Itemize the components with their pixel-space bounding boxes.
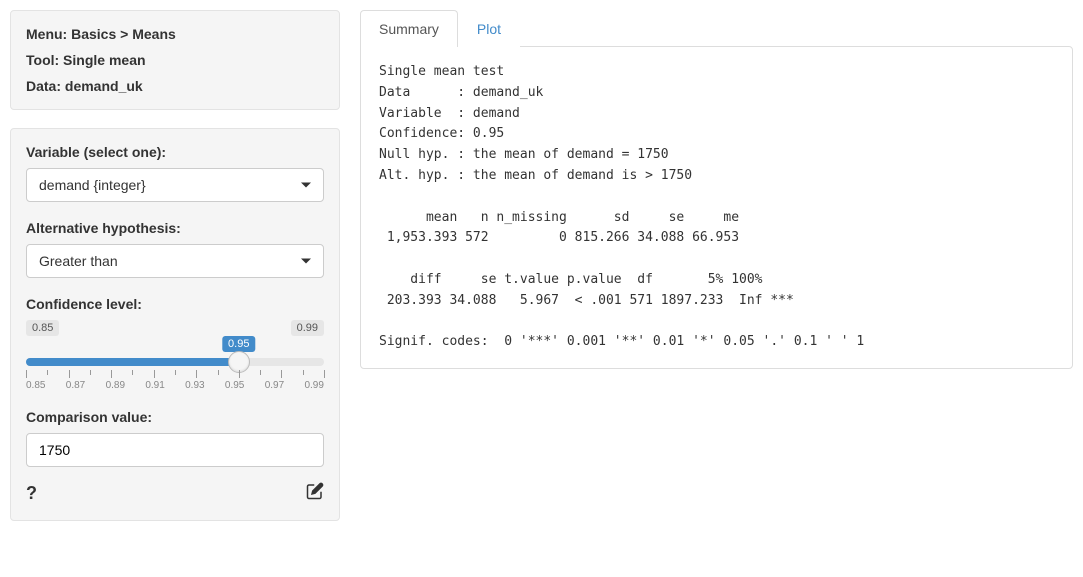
confidence-slider[interactable] xyxy=(26,358,324,366)
alt-hyp-label: Alternative hypothesis: xyxy=(26,220,324,236)
tabs: Summary Plot xyxy=(360,10,1073,47)
menu-path: Menu: Basics > Means xyxy=(26,26,324,42)
data-name-label: Data: demand_uk xyxy=(26,78,324,94)
confidence-label: Confidence level: xyxy=(26,296,324,312)
tab-summary[interactable]: Summary xyxy=(360,10,458,47)
slider-min-badge: 0.85 xyxy=(26,320,59,336)
slider-tick-label: 0.93 xyxy=(185,380,204,391)
slider-tick-labels: 0.85 0.87 0.89 0.91 0.93 0.95 0.97 0.99 xyxy=(26,380,324,391)
controls-panel: Variable (select one): demand {integer} … xyxy=(10,128,340,521)
alt-hyp-select[interactable]: Greater than xyxy=(26,244,324,278)
comparison-label: Comparison value: xyxy=(26,409,324,425)
variable-label: Variable (select one): xyxy=(26,144,324,160)
slider-tick-label: 0.87 xyxy=(66,380,85,391)
output-panel: Single mean test Data : demand_uk Variab… xyxy=(360,46,1073,369)
chevron-down-icon xyxy=(301,259,311,264)
tool-name: Tool: Single mean xyxy=(26,52,324,68)
help-icon[interactable]: ? xyxy=(26,483,37,504)
slider-value-badge: 0.95 xyxy=(222,336,255,352)
slider-tick-label: 0.95 xyxy=(225,380,244,391)
slider-ticks xyxy=(26,370,324,378)
variable-value: demand {integer} xyxy=(39,177,146,193)
slider-tick-label: 0.99 xyxy=(304,380,323,391)
edit-icon[interactable] xyxy=(306,482,324,505)
slider-fill xyxy=(26,358,239,366)
variable-select[interactable]: demand {integer} xyxy=(26,168,324,202)
slider-tick-label: 0.91 xyxy=(145,380,164,391)
output-text: Single mean test Data : demand_uk Variab… xyxy=(379,62,1054,353)
alt-hyp-value: Greater than xyxy=(39,253,118,269)
slider-tick-label: 0.97 xyxy=(265,380,284,391)
tab-plot[interactable]: Plot xyxy=(458,10,520,47)
slider-max-badge: 0.99 xyxy=(291,320,324,336)
chevron-down-icon xyxy=(301,183,311,188)
slider-tick-label: 0.89 xyxy=(106,380,125,391)
slider-tick-label: 0.85 xyxy=(26,380,45,391)
meta-panel: Menu: Basics > Means Tool: Single mean D… xyxy=(10,10,340,110)
comparison-input[interactable] xyxy=(26,433,324,467)
